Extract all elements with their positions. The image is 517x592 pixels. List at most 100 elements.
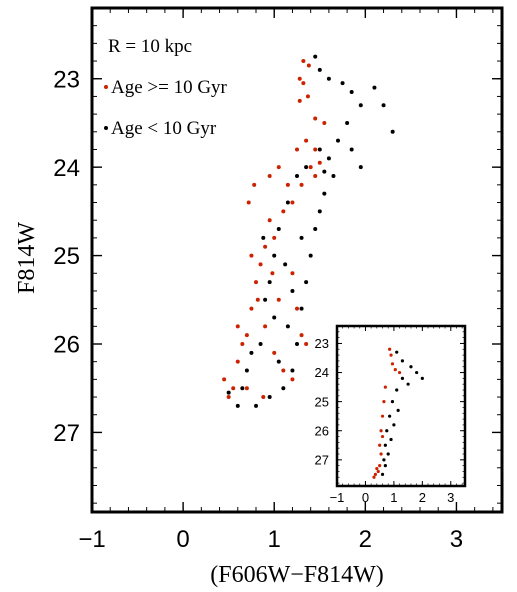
point-age-old (295, 147, 299, 152)
point-age-young (345, 120, 350, 125)
point-age-old (295, 306, 299, 311)
x-tick-label: 2 (419, 490, 426, 505)
legend-marker-young (104, 126, 108, 130)
point-age-old (313, 116, 318, 121)
x-tick-label: −1 (330, 490, 345, 505)
point-age-young (235, 403, 240, 408)
point-age-young (317, 67, 322, 72)
point-age-young (381, 103, 386, 108)
inset-point-age-young (385, 429, 389, 433)
point-age-old (249, 253, 254, 258)
point-age-young (254, 403, 258, 408)
point-age-young (290, 288, 295, 293)
inset-plot-frame (335, 324, 467, 488)
inset-point-age-young (388, 414, 392, 418)
point-age-young (304, 165, 309, 170)
point-age-young (244, 368, 249, 373)
point-age-young (263, 297, 268, 302)
x-tick-label: 3 (450, 526, 463, 553)
point-age-old (235, 324, 240, 329)
point-age-young (322, 169, 327, 174)
point-age-young (336, 138, 340, 143)
point-age-old (281, 368, 286, 373)
point-age-old (240, 342, 245, 346)
point-age-old (244, 386, 249, 391)
point-age-young (290, 368, 295, 373)
point-age-young (331, 174, 336, 178)
point-age-young (313, 227, 318, 232)
point-age-young (249, 350, 254, 355)
point-age-old (322, 120, 327, 125)
inset-point-age-old (372, 475, 376, 479)
point-age-old (244, 333, 249, 338)
point-age-old (297, 98, 302, 103)
inset-point-age-old (375, 466, 379, 471)
point-age-young (267, 280, 272, 285)
inset-background (337, 326, 465, 486)
inset-point-age-young (383, 464, 387, 468)
main-data-points (222, 54, 395, 408)
point-age-old (263, 324, 268, 329)
y-tick-label: 27 (315, 452, 329, 467)
point-age-young (276, 227, 281, 232)
inset-point-age-old (383, 385, 387, 389)
inset-point-age-old (380, 414, 385, 418)
inset-point-age-old (379, 452, 383, 456)
point-age-old (249, 306, 254, 311)
inset-point-age-old (389, 353, 393, 357)
x-axis-label: (F606W−F814W) (210, 562, 384, 588)
y-tick-label: 26 (315, 423, 329, 438)
point-age-old (297, 76, 302, 81)
point-age-old (246, 200, 251, 205)
point-age-young (261, 235, 266, 240)
point-age-old (255, 297, 260, 302)
point-age-young (349, 90, 354, 94)
point-age-young (317, 147, 322, 152)
legend-label-old: Age >= 10 Gyr (111, 77, 228, 98)
inset-point-age-old (373, 472, 377, 476)
point-age-young (308, 253, 313, 258)
point-age-old (305, 94, 310, 99)
point-age-old (301, 59, 306, 64)
x-tick-label: −1 (78, 526, 105, 553)
y-tick-label: 25 (315, 394, 329, 409)
y-tick-label: 23 (315, 336, 329, 351)
point-age-young (313, 54, 318, 59)
point-age-old (267, 218, 272, 223)
legend-label-young: Age < 10 Gyr (111, 118, 217, 139)
point-age-old (235, 359, 240, 364)
inset-point-age-young (395, 350, 399, 354)
point-age-young (295, 174, 299, 178)
point-age-old (254, 280, 258, 285)
point-age-old (272, 350, 277, 355)
point-age-young (283, 262, 288, 267)
point-age-young (358, 165, 363, 170)
point-age-old (267, 174, 272, 178)
legend-marker-old (104, 85, 108, 89)
inset-point-age-young (409, 365, 413, 369)
point-age-young (326, 156, 331, 161)
y-tick-label: 26 (53, 332, 80, 359)
inset-point-age-young (400, 359, 405, 363)
point-age-young (295, 342, 299, 346)
inset-point-age-young (383, 443, 387, 447)
y-tick-label: 27 (53, 420, 80, 447)
point-age-old (299, 333, 304, 338)
point-age-young (240, 386, 245, 391)
point-age-old (317, 160, 322, 165)
inset-point-age-old (376, 469, 380, 474)
point-age-young (372, 85, 377, 90)
inset-point-age-young (400, 376, 405, 380)
point-age-young (304, 280, 309, 285)
point-age-old (313, 147, 318, 152)
point-age-young (358, 103, 363, 108)
x-tick-label: 3 (447, 490, 454, 505)
point-age-young (322, 191, 327, 196)
point-age-young (272, 253, 277, 258)
annotation-radius: R = 10 kpc (108, 36, 192, 57)
point-age-young (267, 395, 272, 400)
